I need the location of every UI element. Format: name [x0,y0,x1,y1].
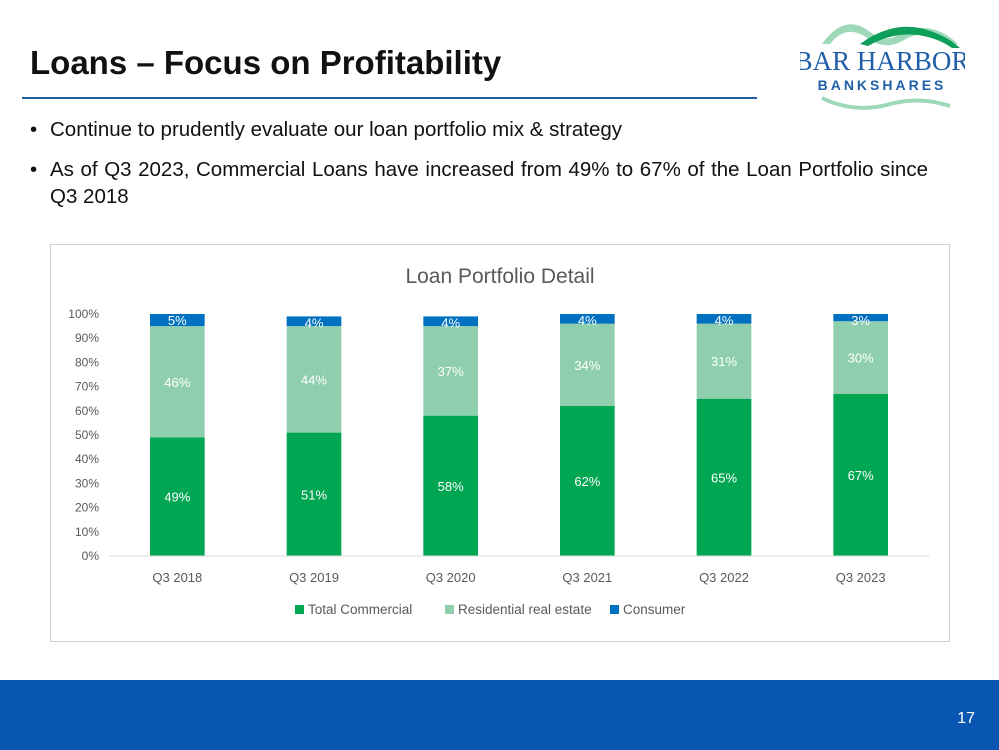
x-tick-label: Q3 2019 [289,570,339,585]
bar-segment [150,326,205,438]
chart-title: Loan Portfolio Detail [405,265,594,288]
bar-data-label: 4% [578,313,597,328]
bar-data-label: 49% [164,490,190,505]
bar-data-label: 58% [438,479,464,494]
x-tick-label: Q3 2023 [836,570,886,585]
y-tick-label: 10% [75,525,99,539]
bar-data-label: 4% [441,315,460,330]
bar-segment [833,314,888,322]
y-tick-label: 0% [82,549,100,563]
y-tick-label: 100% [68,307,99,321]
bar-segment [423,415,478,556]
bar-data-label: 65% [711,470,737,485]
bar-data-label: 4% [715,313,734,328]
x-tick-label: Q3 2022 [699,570,749,585]
bar-data-label: 37% [438,364,464,379]
title-divider [22,97,757,99]
chart-legend: Total Commercial Residential real estate C… [295,602,686,617]
y-tick-label: 50% [75,428,99,442]
page-number: 17 [957,710,975,727]
y-tick-label: 70% [75,380,99,394]
bar-data-label: 3% [851,313,870,328]
legend-label: Residential real estate [458,602,592,617]
x-axis-ticks: Q3 2018 Q3 2019 Q3 2020 Q3 2021 Q3 2022 Q3 20… [152,570,885,585]
legend-label: Total Commercial [308,602,412,617]
slide-title: Loans – Focus on Profitability [30,44,502,81]
y-tick-label: 80% [75,355,99,369]
logo-line1: BAR HARBOR [800,46,965,76]
bar-data-label: 46% [164,375,190,390]
bar-data-label: 4% [305,315,324,330]
bar-data-label: 34% [574,358,600,373]
bar-segment [150,314,205,327]
logo-graphic: BAR HARBOR BANKSHARES [795,24,969,110]
x-tick-label: Q3 2021 [562,570,612,585]
chart-svg: Loan Portfolio Detail 0% 10% 20% 30% 40% 50% 6… [68,265,929,617]
bar-segment [423,316,478,327]
y-tick-label: 40% [75,452,99,466]
bullet-text: As of Q3 2023, Commercial Loans have inc… [50,158,928,208]
bar-segment [286,432,342,556]
bar-segment [286,316,342,327]
legend-swatch [295,605,304,614]
bar-stacks: 49% 46% 5% 51% 44% 4% 58% 37% 4% 62% 34% 4% 65% 31% 4%… [150,313,888,556]
legend-swatch [610,605,619,614]
bar-harbor-logo: BAR HARBOR BANKSHARES [795,14,969,114]
bullet-list: • Continue to prudently evaluate our loa… [30,116,928,223]
bar-data-label: 31% [711,354,737,369]
logo-arc-green [860,26,960,48]
bar-data-label: 30% [848,351,874,366]
footer-bar: 17 [0,680,999,750]
logo-underline [821,96,951,110]
bar-segment [560,405,615,556]
y-tick-label: 30% [75,476,99,490]
bar-data-label: 62% [574,474,600,489]
bullet-dot-icon: • [30,118,38,141]
y-tick-label: 60% [75,404,99,418]
bar-segment [696,398,752,556]
bar-data-label: 44% [301,372,327,387]
bar-segment [286,326,342,433]
bar-segment [696,323,752,399]
x-tick-label: Q3 2020 [426,570,476,585]
bar-segment [833,321,888,394]
bar-segment [150,437,205,556]
bar-data-label: 67% [848,468,874,483]
bar-segment [696,314,752,324]
bullet-text: Continue to prudently evaluate our loan … [50,118,623,141]
y-axis-ticks: 0% 10% 20% 30% 40% 50% 60% 70% 80% 90% 100% [68,307,99,563]
bullet-item: • Continue to prudently evaluate our loa… [30,116,928,143]
y-tick-label: 20% [75,501,99,515]
bar-segment [560,314,615,324]
y-tick-label: 90% [75,331,99,345]
logo-line2: BANKSHARES [818,77,947,93]
x-tick-label: Q3 2018 [152,570,202,585]
bar-segment [423,326,478,416]
loan-portfolio-chart: Loan Portfolio Detail 0% 10% 20% 30% 40% 50% 6… [50,244,950,642]
bar-segment [833,393,888,556]
bullet-dot-icon: • [30,158,38,181]
legend-label: Consumer [623,602,686,617]
bar-data-label: 5% [168,313,187,328]
bar-segment [560,323,615,406]
legend-swatch [445,605,454,614]
bullet-item: • As of Q3 2023, Commercial Loans have i… [30,156,928,210]
bar-data-label: 51% [301,487,327,502]
